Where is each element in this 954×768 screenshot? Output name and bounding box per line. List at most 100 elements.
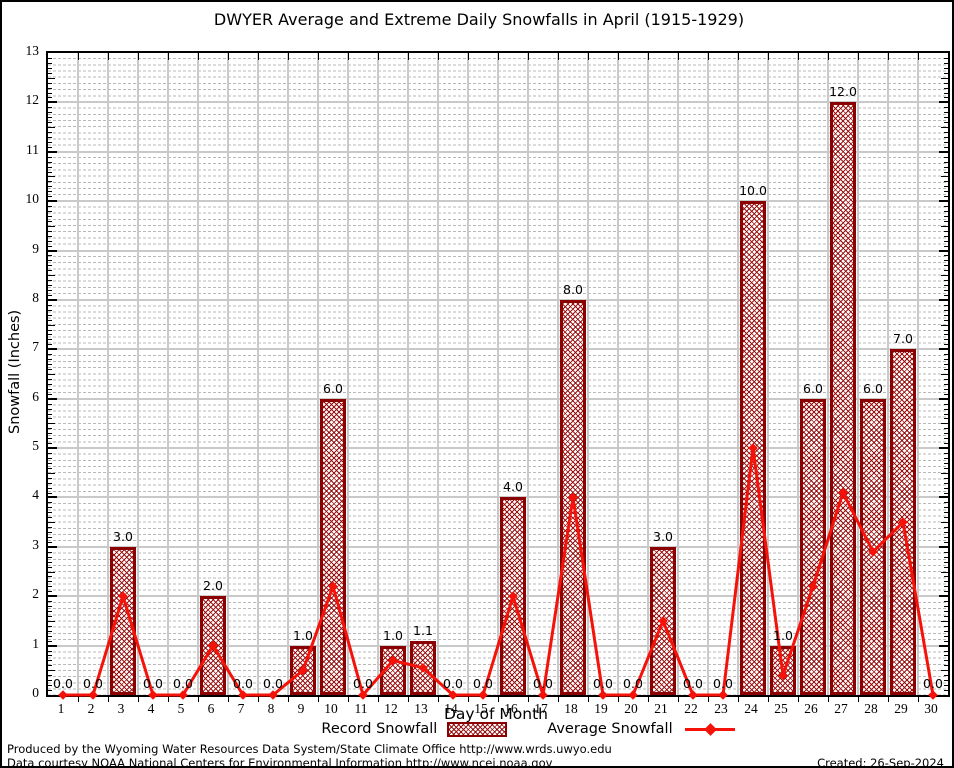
y-tick-label: 8 — [32, 289, 39, 305]
axis-major-tick-right — [939, 298, 948, 301]
axis-tick-bottom — [797, 697, 799, 702]
plot-area: 0.0 0.0 3.0 0.0 0.0 2.0 0.0 0.0 1.0 6.0 0.0 1.0 1.1 0… — [46, 51, 950, 702]
axis-minor-tick-right — [944, 166, 948, 168]
axis-minor-tick-right — [944, 606, 948, 608]
x-tick-label: 5 — [177, 701, 185, 716]
axis-minor-tick-right — [944, 665, 948, 667]
average-marker-day-27 — [838, 487, 848, 498]
axis-minor-tick-left — [48, 265, 52, 267]
axis-minor-tick-left — [48, 502, 52, 504]
axis-minor-tick-left — [48, 640, 52, 642]
axis-minor-tick-right — [944, 354, 948, 356]
axis-minor-tick-right — [944, 517, 948, 519]
axis-minor-tick-left — [48, 369, 52, 371]
grid-line-vertical — [407, 53, 409, 695]
axis-tick-top — [707, 53, 709, 60]
axis-major-tick-left — [48, 447, 57, 450]
grid-line-vertical — [767, 53, 769, 695]
axis-minor-tick-right — [944, 344, 948, 346]
y-tick-label: 3 — [32, 536, 39, 552]
x-tick-label: 21 — [654, 701, 668, 716]
axis-tick-top — [647, 53, 649, 60]
axis-minor-tick-right — [944, 369, 948, 371]
axis-minor-tick-right — [944, 611, 948, 613]
axis-tick-top — [467, 53, 469, 60]
axis-minor-tick-right — [944, 215, 948, 217]
axis-minor-tick-right — [944, 453, 948, 454]
average-marker-day-21 — [658, 616, 668, 626]
axis-minor-tick-left — [48, 354, 52, 356]
axis-minor-tick-right — [944, 62, 948, 64]
axis-minor-tick-left — [48, 245, 52, 247]
axis-minor-tick-left — [48, 522, 55, 524]
axis-minor-tick-left — [48, 625, 52, 627]
axis-minor-tick-right — [944, 601, 948, 603]
grid-line-vertical — [197, 53, 199, 695]
average-marker-day-26 — [808, 581, 818, 592]
x-axis-title: Day of Month — [444, 705, 548, 723]
axis-minor-tick-right — [944, 72, 948, 74]
axis-tick-bottom — [287, 697, 289, 702]
axis-minor-tick-left — [48, 472, 55, 474]
x-tick-label: 2 — [87, 701, 95, 716]
axis-minor-tick-left — [48, 329, 52, 331]
axis-tick-top — [347, 53, 349, 60]
axis-minor-tick-right — [944, 615, 948, 617]
x-tick-label: 19 — [594, 701, 608, 716]
axis-minor-tick-right — [944, 87, 948, 89]
axis-minor-tick-left — [48, 606, 52, 608]
legend-average-marker-icon — [703, 722, 717, 736]
axis-minor-tick-right — [944, 532, 948, 534]
axis-minor-tick-left — [48, 418, 52, 420]
axis-major-tick-left — [48, 101, 57, 104]
axis-minor-tick-right — [944, 551, 948, 553]
axis-major-tick-left — [48, 496, 57, 499]
axis-minor-tick-right — [944, 541, 948, 543]
axis-minor-tick-left — [48, 685, 52, 687]
x-tick-label: 14 — [444, 701, 458, 716]
value-label-day-12: 1.0 — [383, 627, 403, 643]
grid-line-vertical — [377, 53, 379, 695]
average-marker-day-13 — [418, 663, 428, 673]
axis-minor-tick-right — [944, 650, 948, 652]
axis-minor-tick-right — [944, 211, 948, 213]
average-marker-day-18 — [568, 492, 578, 503]
axis-minor-tick-right — [944, 132, 948, 133]
axis-minor-tick-left — [48, 146, 52, 148]
axis-minor-tick-left — [48, 615, 52, 617]
axis-minor-tick-left — [48, 294, 52, 296]
axis-tick-bottom — [767, 697, 769, 702]
average-marker-day-16 — [508, 591, 518, 602]
axis-minor-tick-right — [944, 230, 948, 232]
axis-minor-tick-right — [941, 571, 948, 573]
axis-minor-tick-left — [48, 107, 52, 109]
axis-minor-tick-left — [48, 290, 52, 292]
axis-minor-tick-right — [944, 680, 948, 682]
value-label-day-22: 0.0 — [683, 676, 703, 691]
axis-minor-tick-left — [48, 507, 52, 509]
axis-minor-tick-right — [944, 304, 948, 306]
axis-major-tick-right — [939, 545, 948, 548]
axis-tick-bottom — [557, 697, 559, 702]
axis-minor-tick-left — [48, 127, 55, 129]
axis-minor-tick-left — [48, 487, 52, 489]
average-marker-day-15 — [478, 690, 488, 700]
grid-line-vertical — [287, 53, 289, 695]
axis-tick-bottom — [437, 697, 439, 702]
axis-minor-tick-right — [944, 561, 948, 563]
axis-minor-tick-right — [944, 245, 948, 247]
grid-line-vertical — [317, 53, 319, 695]
y-tick-label: 13 — [25, 43, 40, 58]
legend-average-swatch — [684, 722, 735, 736]
axis-minor-tick-left — [48, 62, 52, 64]
average-marker-day-25 — [778, 670, 788, 681]
axis-minor-tick-right — [941, 176, 948, 178]
average-marker-day-29 — [898, 517, 908, 527]
axis-tick-bottom — [107, 697, 109, 702]
value-label-day-13: 1.1 — [413, 622, 433, 638]
footer-created-date: Created: 26-Sep-2024 — [817, 756, 944, 768]
x-tick-label: 8 — [267, 701, 275, 716]
axis-minor-tick-right — [944, 186, 948, 188]
axis-minor-tick-right — [944, 482, 948, 484]
